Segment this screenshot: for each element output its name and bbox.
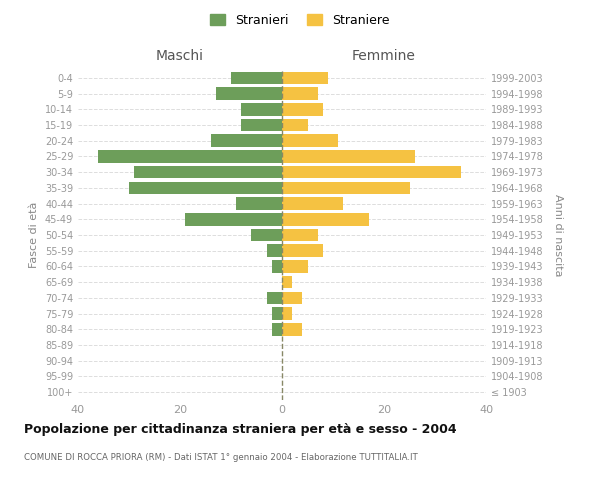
Bar — [282, 276, 292, 288]
Text: COMUNE DI ROCCA PRIORA (RM) - Dati ISTAT 1° gennaio 2004 - Elaborazione TUTTITAL: COMUNE DI ROCCA PRIORA (RM) - Dati ISTAT… — [24, 452, 418, 462]
Bar — [282, 308, 292, 320]
Bar — [272, 260, 282, 272]
Bar — [129, 182, 282, 194]
Bar — [282, 213, 369, 226]
Text: Femmine: Femmine — [352, 50, 416, 64]
Bar — [282, 72, 328, 84]
Bar — [282, 323, 302, 336]
Bar — [231, 72, 282, 84]
Y-axis label: Fasce di età: Fasce di età — [29, 202, 39, 268]
Y-axis label: Anni di nascita: Anni di nascita — [553, 194, 563, 276]
Bar — [185, 213, 282, 226]
Bar — [282, 118, 308, 132]
Bar — [211, 134, 282, 147]
Bar — [282, 228, 318, 241]
Bar — [272, 323, 282, 336]
Bar — [267, 292, 282, 304]
Bar — [282, 292, 302, 304]
Bar — [282, 260, 308, 272]
Bar — [282, 150, 415, 162]
Text: Maschi: Maschi — [156, 50, 204, 64]
Bar — [241, 103, 282, 116]
Bar — [241, 118, 282, 132]
Bar — [282, 166, 461, 178]
Bar — [251, 228, 282, 241]
Bar — [272, 308, 282, 320]
Bar — [267, 244, 282, 257]
Bar — [282, 134, 338, 147]
Bar — [282, 244, 323, 257]
Bar — [282, 103, 323, 116]
Text: Popolazione per cittadinanza straniera per età e sesso - 2004: Popolazione per cittadinanza straniera p… — [24, 422, 457, 436]
Legend: Stranieri, Straniere: Stranieri, Straniere — [205, 8, 395, 32]
Bar — [282, 198, 343, 210]
Bar — [98, 150, 282, 162]
Bar — [216, 88, 282, 100]
Bar — [236, 198, 282, 210]
Bar — [282, 88, 318, 100]
Bar — [282, 182, 410, 194]
Bar — [134, 166, 282, 178]
